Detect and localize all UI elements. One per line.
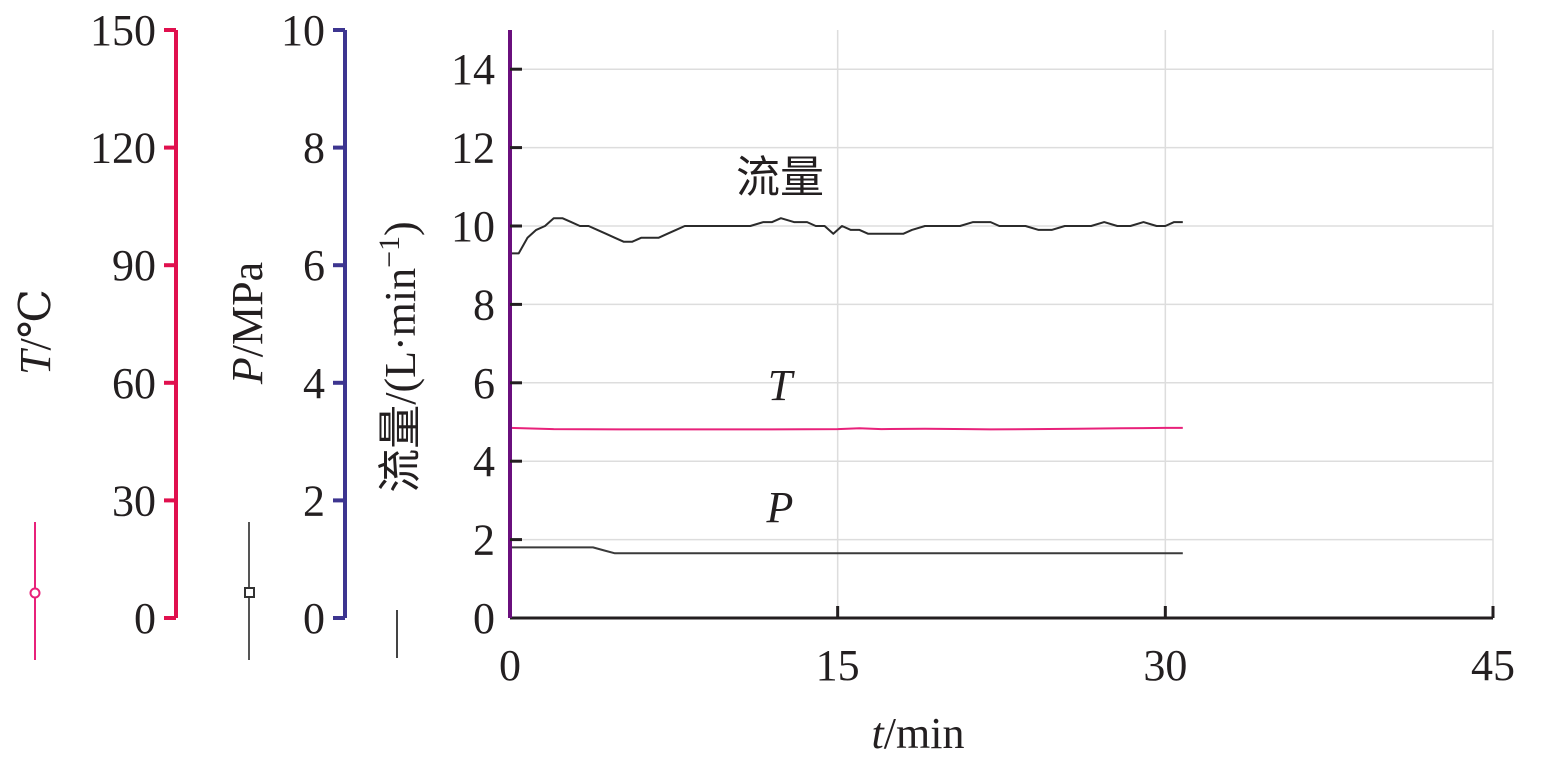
flow-tick-label: 0 [473, 594, 495, 643]
x-tick-label: 45 [1471, 641, 1515, 690]
pressure-tick-label: 8 [303, 124, 325, 173]
pressure-tick-label: 2 [303, 476, 325, 525]
series-line-T [509, 426, 1183, 431]
flow-tick-label: 6 [473, 359, 495, 408]
pressure-legend-marker [244, 587, 255, 598]
temperature-axis-label: T/℃ [11, 289, 60, 375]
main-axes: 0 15 30 45 0 2 4 6 8 10 12 14 [451, 30, 1515, 690]
series-label-flow: 流量 [736, 153, 824, 202]
series-label-P: P [766, 483, 794, 532]
labels: t/min T/℃ P/MPa 流量/(L·min−1) 流量 T P [11, 153, 964, 758]
temperature-tick-label: 0 [134, 594, 156, 643]
temperature-tick-label: 150 [90, 6, 156, 55]
flow-tick-label: 14 [451, 45, 495, 94]
series-label-T: T [768, 361, 796, 410]
pressure-tick-label: 6 [303, 241, 325, 290]
flow-tick-label: 8 [473, 280, 495, 329]
pressure-tick-label: 4 [303, 359, 325, 408]
pressure-axis-label: P/MPa [223, 262, 272, 385]
pressure-tick-label: 10 [281, 6, 325, 55]
flow-axis-label: 流量/(L·min−1) [373, 221, 425, 492]
grid [510, 30, 1494, 618]
flow-tick-label: 2 [473, 516, 495, 565]
flow-tick-label: 10 [451, 202, 495, 251]
x-axis-label: t/min [872, 709, 965, 758]
x-tick-label: 30 [1143, 641, 1187, 690]
temperature-legend-marker [29, 587, 41, 599]
x-tick-label: 15 [816, 641, 860, 690]
temperature-tick-label: 90 [112, 241, 156, 290]
temperature-tick-label: 60 [112, 359, 156, 408]
series-lines [509, 217, 1183, 555]
flow-tick-label: 4 [473, 437, 495, 486]
series-line-flow [510, 217, 1183, 255]
x-tick-label: 0 [499, 641, 521, 690]
pressure-tick-label: 0 [303, 594, 325, 643]
flow-tick-label: 12 [451, 124, 495, 173]
temperature-tick-label: 30 [112, 476, 156, 525]
temperature-tick-label: 120 [90, 124, 156, 173]
series-line-P [510, 546, 1183, 555]
side-axes: 0 30 60 90 120 150 0 2 4 6 8 10 [90, 6, 347, 643]
